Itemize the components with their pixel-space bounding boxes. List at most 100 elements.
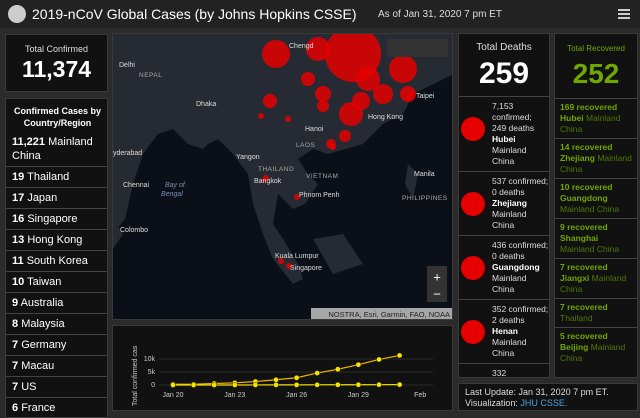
- y-axis-label: Total confirmed cas: [132, 345, 139, 406]
- country-count: 7: [12, 339, 18, 351]
- zoom-out[interactable]: −: [433, 286, 441, 301]
- recovered-place: Shanghai Mainland China: [560, 233, 632, 255]
- point: [232, 382, 237, 387]
- country-list-title: Confirmed Cases by Country/Region: [10, 105, 105, 129]
- country-row: 17 Japan: [6, 188, 107, 209]
- circle: [301, 72, 315, 86]
- death-text: 332: [492, 368, 549, 378]
- death-country: Mainland China: [492, 337, 527, 358]
- recovered-country: Mainland China: [560, 244, 619, 254]
- deaths-panel: Total Deaths 259 7,153 confirmed;249 dea…: [458, 33, 550, 378]
- country-row: 6 France: [6, 398, 107, 418]
- menu-button[interactable]: [618, 9, 630, 19]
- circle: [339, 130, 351, 142]
- total-recovered-value: 252: [555, 58, 637, 90]
- death-confirmed: 537 confirmed;: [492, 176, 549, 187]
- country-count: 7: [12, 360, 18, 372]
- map-label: PHILIPPINES: [402, 195, 448, 202]
- country-name: Germany: [21, 339, 66, 351]
- death-deaths: 249 deaths: [492, 123, 549, 134]
- country-row: 7 Macau: [6, 356, 107, 377]
- recovered-province: Zhejiang: [560, 153, 595, 163]
- death-province: Hubei: [492, 134, 516, 144]
- country-name: Malaysia: [21, 318, 64, 330]
- death-province: Henan: [492, 326, 518, 336]
- map-label: Manila: [414, 171, 435, 178]
- recovered-count: 5 recovered: [560, 331, 632, 342]
- recovered-place: Zhejiang Mainland China: [560, 153, 632, 175]
- map-label: yderabad: [113, 150, 142, 157]
- death-place: Zhejiang Mainland China: [492, 198, 549, 231]
- recovered-count: 7 recovered: [560, 302, 632, 313]
- link[interactable]: JHU CSSE.: [520, 398, 567, 408]
- point: [376, 357, 381, 362]
- y-tick-label: 10k: [144, 356, 156, 363]
- recovered-count: 14 recovered: [560, 142, 632, 153]
- circle: [315, 86, 331, 102]
- total-recovered-label: Total Recovered: [555, 44, 637, 53]
- country-row: 7 Germany: [6, 335, 107, 356]
- death-confirmed: 7,153 confirmed;: [492, 101, 549, 123]
- death-deaths: 0 deaths: [492, 251, 549, 262]
- country-count: 17: [12, 192, 24, 204]
- recovered-province: Beijing: [560, 342, 588, 352]
- y-tick-label: 5k: [148, 369, 156, 376]
- death-deaths: 0 deaths: [492, 187, 549, 198]
- recovered-place: Hubei Mainland China: [560, 113, 632, 135]
- circle: [262, 40, 290, 68]
- recovered-count: 9 recovered: [560, 222, 632, 233]
- country-name: Australia: [21, 297, 64, 309]
- death-place: Hubei Mainland China: [492, 134, 549, 167]
- recovered-country: Thailand: [560, 313, 593, 323]
- map-panel: Chengd Delhi NEPAL Dhaka Hanoi Taipei Ho…: [112, 33, 453, 320]
- map-label: VIETNAM: [306, 173, 338, 180]
- point: [273, 377, 278, 382]
- circle: [352, 92, 370, 110]
- map-toolbar: [387, 39, 448, 57]
- death-confirmed: 332: [492, 368, 549, 378]
- point: [356, 382, 361, 387]
- death-place: Guangdong Mainland China: [492, 262, 549, 295]
- x-tick-label: Feb: [414, 392, 426, 399]
- map-label: Chennai: [123, 182, 150, 189]
- death-confirmed: 436 confirmed;: [492, 240, 549, 251]
- zoom-in[interactable]: +: [433, 269, 441, 284]
- country-count: 7: [12, 381, 18, 393]
- point: [335, 382, 340, 387]
- x-tick-label: Jan 29: [348, 392, 369, 399]
- country-row: 19 Thailand: [6, 167, 107, 188]
- point: [335, 367, 340, 372]
- point: [315, 370, 320, 375]
- country-name: US: [21, 381, 36, 393]
- recovered-place: Beijing Mainland China: [560, 342, 632, 364]
- map-label: NEPAL: [139, 72, 162, 79]
- circle: [285, 116, 291, 122]
- country-row: 13 Hong Kong: [6, 230, 107, 251]
- as-of: As of Jan 31, 2020 7 pm ET: [378, 9, 502, 20]
- country-row: 10 Taiwan: [6, 272, 107, 293]
- map-label: Bangkok: [254, 178, 282, 185]
- logo: [8, 5, 26, 23]
- recovered-province: Guangdong: [560, 193, 608, 203]
- recovered-place: Guangdong Mainland China: [560, 193, 632, 215]
- map-label: Delhi: [119, 62, 135, 69]
- point: [315, 382, 320, 387]
- country-row: 8 Malaysia: [6, 314, 107, 335]
- footer: Last Update: Jan 31, 2020 7 pm ET. Visua…: [458, 383, 638, 411]
- x-tick-label: Jan 23: [224, 392, 245, 399]
- menu-bar: [618, 13, 630, 15]
- map-label: Dhaka: [196, 101, 216, 108]
- death-country: Mainland China: [492, 209, 527, 230]
